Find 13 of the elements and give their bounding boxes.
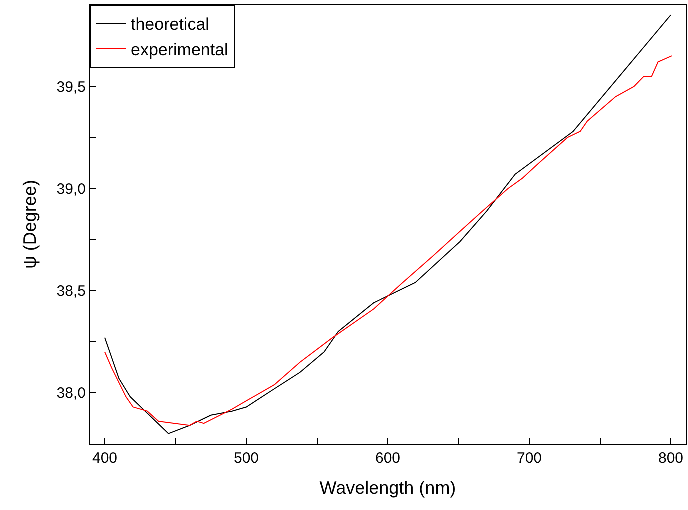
x-tick-label: 700	[516, 450, 542, 467]
y-tick-label: 39,0	[56, 181, 86, 198]
x-tick-label: 600	[375, 450, 401, 467]
y-axis-title: ψ (Degree)	[20, 180, 40, 269]
x-tick-label: 400	[92, 450, 118, 467]
legend-label: theoretical	[131, 15, 210, 34]
legend-label: experimental	[131, 40, 228, 60]
x-tick-label: 800	[658, 450, 684, 467]
y-tick-label: 38,5	[56, 283, 86, 300]
y-tick-label: 38,0	[56, 385, 86, 402]
x-axis-title: Wavelength (nm)	[320, 478, 456, 498]
y-tick-label: 39,5	[56, 78, 86, 96]
x-tick-label: 500	[234, 450, 260, 467]
